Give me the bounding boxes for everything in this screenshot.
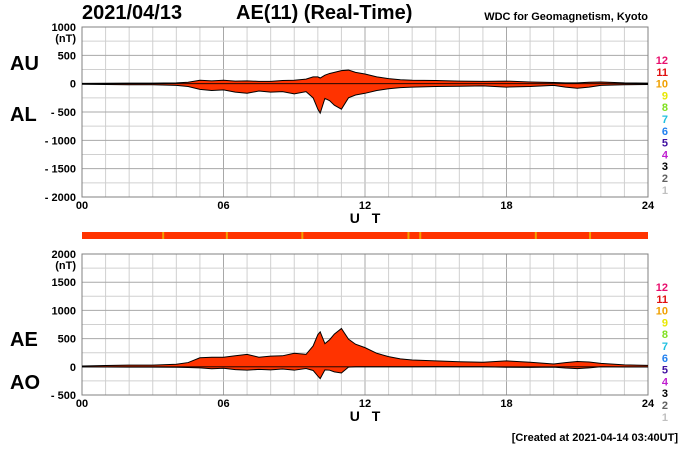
y-tick-label: - 500 xyxy=(51,107,76,119)
station-count-label: 9 xyxy=(662,317,668,329)
x-tick-label: 24 xyxy=(642,200,655,212)
side-label-ao: AO xyxy=(10,372,40,394)
strip-marker xyxy=(419,232,422,239)
y-tick-label: 0 xyxy=(70,79,76,91)
x-tick-label: 12 xyxy=(359,398,371,410)
x-tick-label: 24 xyxy=(642,398,655,410)
x-tick-label: 06 xyxy=(217,200,229,212)
y-unit-label: (nT) xyxy=(55,33,76,45)
created-timestamp: [Created at 2021-04-14 03:40UT] xyxy=(511,432,678,444)
x-tick-label: 18 xyxy=(500,398,512,410)
plot-frame xyxy=(81,26,649,198)
y-tick-label: 1000 xyxy=(52,305,76,317)
y-tick-label: - 500 xyxy=(51,390,76,402)
y-tick-label: - 2000 xyxy=(45,192,76,204)
chart-panel-au-al: 1000 500 0 - 500 - 1000 - 1500 - 2000 (nT) 00 06 1… xyxy=(10,22,669,239)
station-count-label: 5 xyxy=(662,138,668,150)
x-tick-label: 00 xyxy=(76,200,88,212)
series-line-ao xyxy=(81,366,648,380)
side-label-al: AL xyxy=(10,104,37,126)
y-tick-label: - 1000 xyxy=(45,135,76,147)
filled-band xyxy=(82,328,648,379)
station-count-label: 10 xyxy=(656,306,668,318)
series-line-ae xyxy=(81,327,649,367)
station-count-label: 9 xyxy=(662,90,668,102)
station-count-label: 6 xyxy=(662,353,668,365)
strip-marker xyxy=(589,232,592,239)
station-count-label: 2 xyxy=(662,173,668,185)
station-count-label: 8 xyxy=(662,329,668,341)
strip-marker xyxy=(162,232,165,239)
station-count-label: 2 xyxy=(662,400,668,412)
station-count-label: 10 xyxy=(656,79,668,91)
data-source-label: WDC for Geomagnetism, Kyoto xyxy=(484,11,648,23)
x-tick-label: 06 xyxy=(217,398,229,410)
x-tick-label: 18 xyxy=(500,200,512,212)
chart-title: AE(11) (Real-Time) xyxy=(236,2,413,24)
station-status-strip xyxy=(82,232,648,239)
x-axis-label: U T xyxy=(350,408,385,424)
x-tick-label: 12 xyxy=(359,200,371,212)
station-count-label: 3 xyxy=(662,161,668,173)
chart-date: 2021/04/13 xyxy=(82,2,183,24)
station-count-label: 8 xyxy=(662,102,668,114)
station-count-label: 6 xyxy=(662,126,668,138)
filled-band xyxy=(82,70,648,114)
station-count-label: 3 xyxy=(662,388,668,400)
station-count-label: 7 xyxy=(662,341,668,353)
y-tick-label: 0 xyxy=(70,362,76,374)
plot-frame xyxy=(81,253,649,396)
series-line-au xyxy=(81,69,649,84)
station-count-label: 11 xyxy=(656,294,668,306)
y-tick-label: 1000 xyxy=(52,22,76,34)
x-axis-label: U T xyxy=(350,210,385,226)
y-tick-label: 500 xyxy=(58,334,76,346)
station-count-label: 12 xyxy=(656,282,668,294)
strip-marker xyxy=(301,232,304,239)
x-tick-label: 00 xyxy=(76,398,88,410)
station-count-label: 7 xyxy=(662,114,668,126)
y-tick-label: 500 xyxy=(58,50,76,62)
y-unit-label: (nT) xyxy=(55,260,76,272)
y-tick-label: - 1500 xyxy=(45,164,76,176)
strip-marker xyxy=(225,232,228,239)
station-count-label: 12 xyxy=(656,55,668,67)
station-count-label: 4 xyxy=(662,376,669,388)
station-count-label: 5 xyxy=(662,365,668,377)
strip-marker xyxy=(534,232,537,239)
station-count-label: 4 xyxy=(662,149,669,161)
y-tick-label: 2000 xyxy=(52,249,76,261)
y-tick-label: 1500 xyxy=(52,277,76,289)
series-line-al xyxy=(81,83,649,115)
station-count-label: 11 xyxy=(656,67,668,79)
station-count-label: 1 xyxy=(662,412,668,424)
side-label-ae: AE xyxy=(10,329,38,351)
strip-marker xyxy=(407,232,410,239)
side-label-au: AU xyxy=(10,53,39,75)
station-count-label: 1 xyxy=(662,185,668,197)
